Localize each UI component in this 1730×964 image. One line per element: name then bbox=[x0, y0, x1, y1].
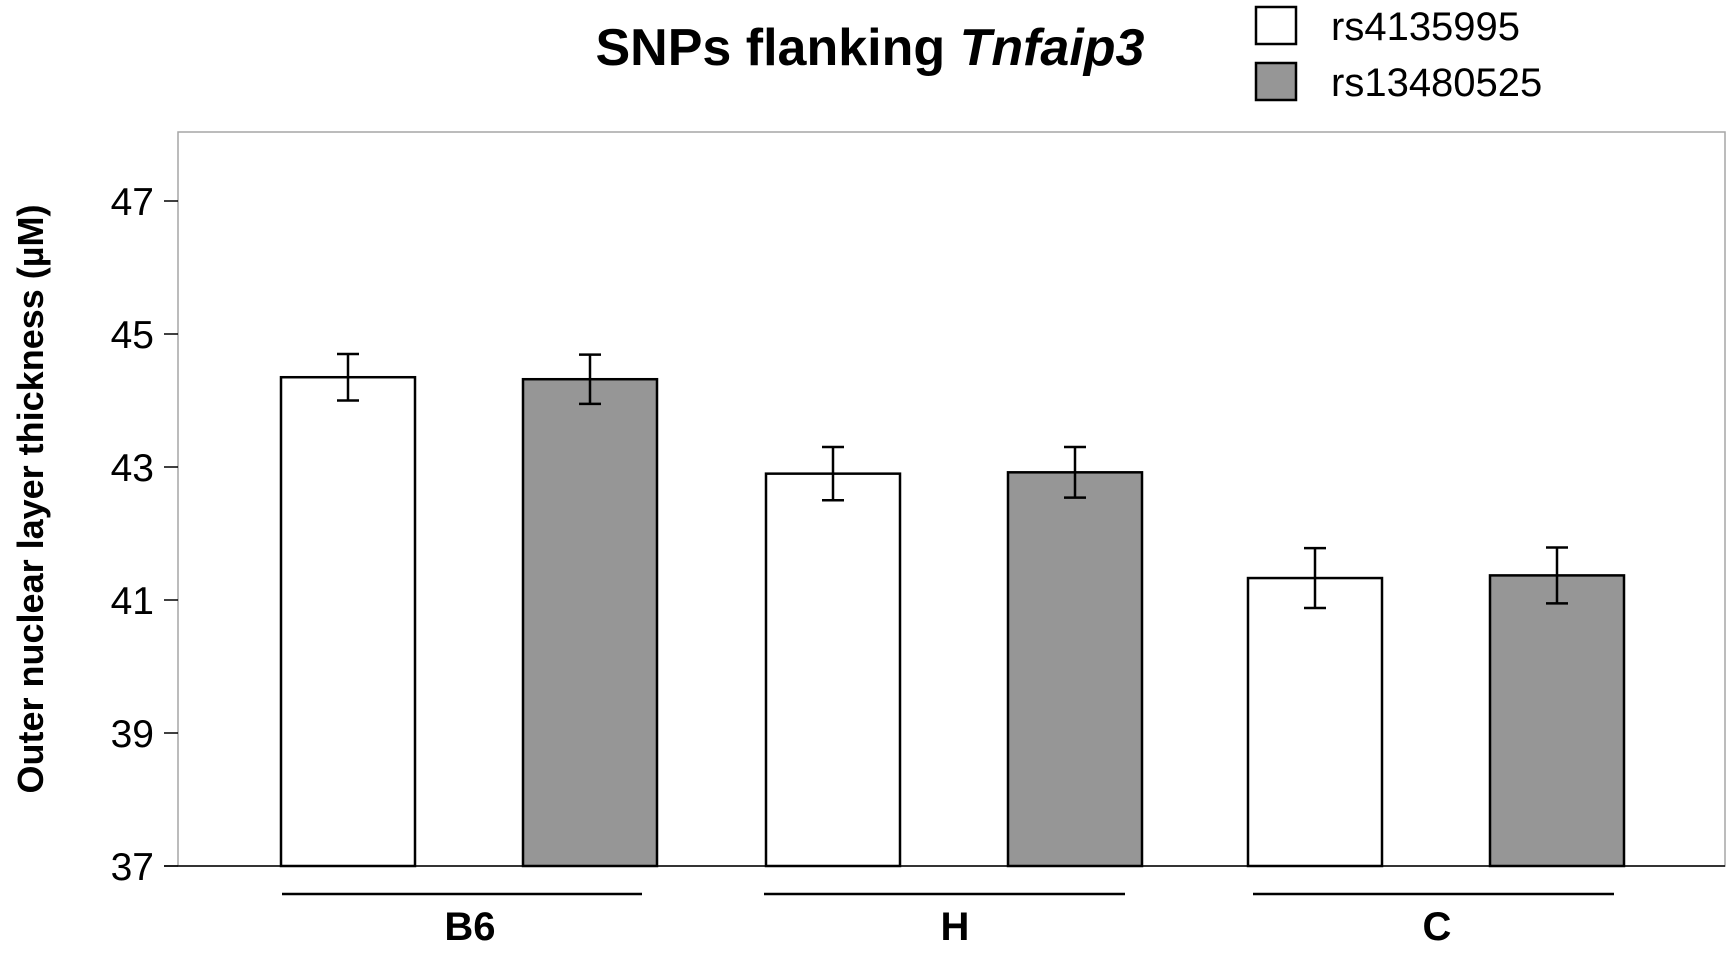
y-axis-label: Outer nuclear layer thickness (µM) bbox=[10, 205, 51, 794]
legend-swatch-rs13480525 bbox=[1254, 61, 1298, 102]
bar-rs4135995-C bbox=[1246, 576, 1384, 868]
category-label-B6: B6 bbox=[444, 905, 495, 949]
bars-group bbox=[164, 352, 1725, 868]
y-tick-label: 45 bbox=[111, 314, 154, 357]
y-axis: 37 39 41 43 45 47 bbox=[111, 181, 178, 889]
y-tick-label: 41 bbox=[111, 580, 154, 623]
bar-rs13480525-C bbox=[1488, 574, 1626, 868]
y-tick-label: 47 bbox=[111, 181, 154, 224]
chart-title-gene: Tnfaip3 bbox=[960, 19, 1145, 77]
legend-swatch-rs4135995 bbox=[1254, 5, 1298, 46]
y-tick-label: 39 bbox=[111, 713, 154, 756]
category-label-H: H bbox=[941, 905, 970, 949]
category-label-C: C bbox=[1423, 905, 1452, 949]
y-tick-label: 37 bbox=[111, 846, 154, 889]
chart-title: SNPs flanking Tnfaip3 bbox=[596, 19, 1145, 77]
chart-title-main: SNPs flanking bbox=[596, 19, 960, 77]
bar-rs4135995-B6 bbox=[279, 375, 417, 868]
legend-label-rs13480525: rs13480525 bbox=[1331, 61, 1542, 105]
legend: rs4135995 rs13480525 bbox=[1254, 5, 1542, 105]
y-tick-label: 43 bbox=[111, 447, 154, 490]
legend-label-rs4135995: rs4135995 bbox=[1331, 5, 1520, 49]
category-labels: B6 H C bbox=[282, 892, 1614, 949]
bar-rs4135995-H bbox=[764, 472, 902, 868]
bar-rs13480525-B6 bbox=[521, 377, 659, 868]
bar-rs13480525-H bbox=[1006, 471, 1144, 868]
